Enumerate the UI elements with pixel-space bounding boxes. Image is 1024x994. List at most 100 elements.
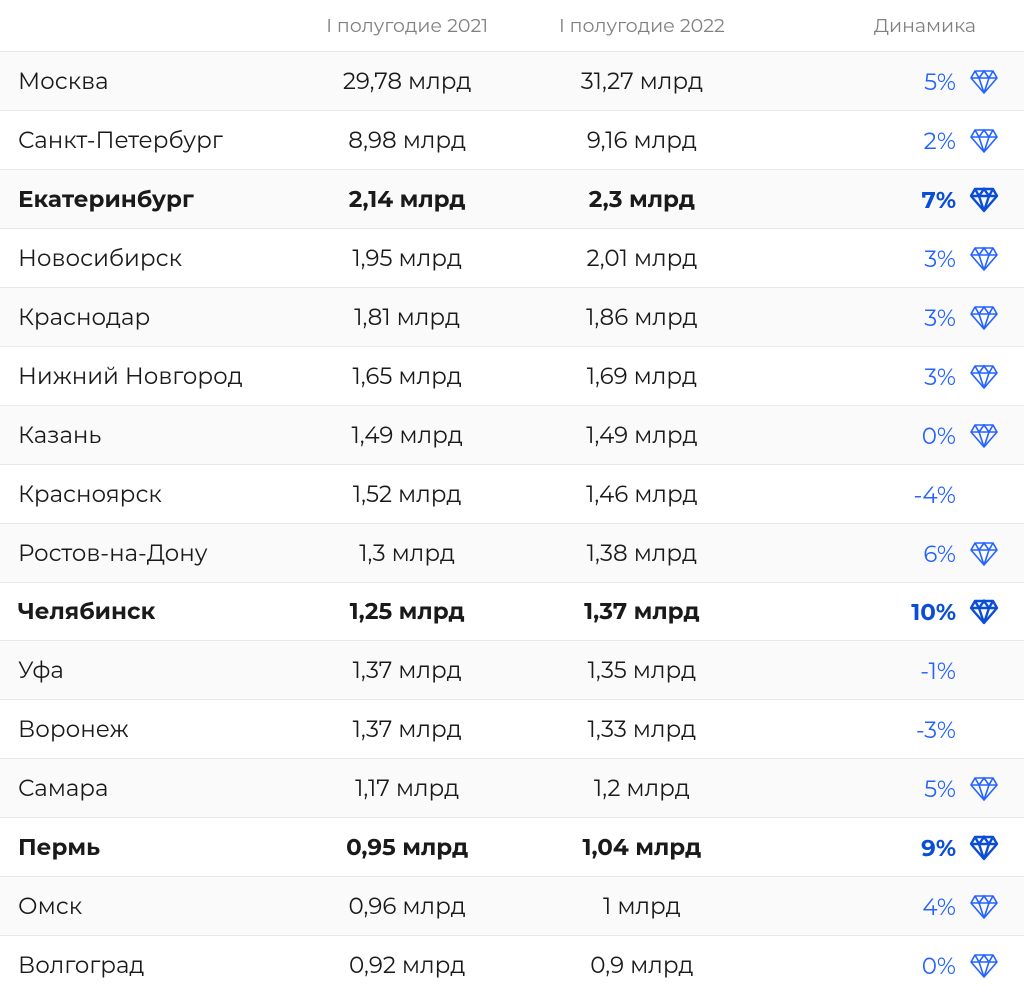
value-2022: 1,37 млрд [525, 582, 760, 641]
table-row: Екатеринбург2,14 млрд2,3 млрд7% [0, 169, 1024, 228]
diamond-icon [966, 540, 1002, 568]
table-row: Омск0,96 млрд1 млрд 4% [0, 877, 1024, 936]
diamond-icon [966, 304, 1002, 332]
dynamics-percent: 10% [894, 598, 956, 626]
value-2021: 1,95 млрд [290, 228, 525, 287]
dynamics-cell: 4% [759, 877, 1024, 936]
value-2021: 0,96 млрд [290, 877, 525, 936]
dynamics-percent: -3% [894, 716, 956, 744]
dynamics-percent: 5% [894, 775, 956, 803]
city-name: Омск [0, 877, 290, 936]
value-2022: 1,86 млрд [525, 287, 760, 346]
table-row: Москва29,78 млрд31,27 млрд5% [0, 52, 1024, 111]
city-name: Нижний Новгород [0, 346, 290, 405]
value-2022: 1,35 млрд [525, 641, 760, 700]
table-row: Красноярск1,52 млрд1,46 млрд-4% [0, 464, 1024, 523]
dynamics-cell: 5% [759, 52, 1024, 111]
table-row: Новосибирск1,95 млрд2,01 млрд 3% [0, 228, 1024, 287]
value-2021: 29,78 млрд [290, 52, 525, 111]
city-name: Екатеринбург [0, 169, 290, 228]
dynamics-percent: 3% [894, 245, 956, 273]
city-name: Самара [0, 759, 290, 818]
dynamics-cell: 6% [759, 523, 1024, 582]
col-header-2021: I полугодие 2021 [290, 0, 525, 52]
value-2021: 1,49 млрд [290, 405, 525, 464]
dynamics-percent: 4% [894, 893, 956, 921]
dynamics-cell: -1% [759, 641, 1024, 700]
city-name: Волгоград [0, 936, 290, 994]
value-2022: 1 млрд [525, 877, 760, 936]
city-name: Москва [0, 52, 290, 111]
value-2021: 0,92 млрд [290, 936, 525, 994]
col-header-2022: I полугодие 2022 [525, 0, 760, 52]
value-2022: 2,01 млрд [525, 228, 760, 287]
table-header-row: I полугодие 2021 I полугодие 2022 Динами… [0, 0, 1024, 52]
table-row: Краснодар1,81 млрд1,86 млрд3% [0, 287, 1024, 346]
dynamics-cell: 0% [759, 936, 1024, 994]
dynamics-percent: 6% [894, 540, 956, 568]
city-name: Санкт-Петербург [0, 110, 290, 169]
diamond-icon [966, 657, 1002, 685]
dynamics-cell: 7% [759, 169, 1024, 228]
table-row: Волгоград0,92 млрд0,9 млрд0% [0, 936, 1024, 994]
value-2021: 1,81 млрд [290, 287, 525, 346]
table-row: Нижний Новгород1,65 млрд1,69 млрд3% [0, 346, 1024, 405]
diamond-icon [966, 363, 1002, 391]
dynamics-cell: 9% [759, 818, 1024, 877]
diamond-icon [966, 245, 1002, 273]
dynamics-cell: 0% [759, 405, 1024, 464]
value-2021: 2,14 млрд [290, 169, 525, 228]
dynamics-cell: 3% [759, 346, 1024, 405]
dynamics-cell: -3% [759, 700, 1024, 759]
value-2022: 1,33 млрд [525, 700, 760, 759]
diamond-icon [966, 422, 1002, 450]
dynamics-percent: 7% [894, 186, 956, 214]
dynamics-percent: 3% [894, 363, 956, 391]
table-row: Воронеж1,37 млрд1,33 млрд -3% [0, 700, 1024, 759]
diamond-icon [966, 834, 1002, 862]
diamond-icon [966, 775, 1002, 803]
table-row: Казань1,49 млрд1,49 млрд0% [0, 405, 1024, 464]
dynamics-percent: 0% [894, 952, 956, 980]
diamond-icon [966, 952, 1002, 980]
diamond-icon [966, 893, 1002, 921]
city-name: Казань [0, 405, 290, 464]
table-row: Санкт-Петербург8,98 млрд9,16 млрд 2% [0, 110, 1024, 169]
city-name: Красноярск [0, 464, 290, 523]
col-header-city [0, 0, 290, 52]
value-2022: 1,2 млрд [525, 759, 760, 818]
table-row: Уфа1,37 млрд1,35 млрд-1% [0, 641, 1024, 700]
value-2022: 1,49 млрд [525, 405, 760, 464]
city-name: Краснодар [0, 287, 290, 346]
value-2021: 0,95 млрд [290, 818, 525, 877]
dynamics-percent: 2% [894, 127, 956, 155]
dynamics-cell: 2% [759, 110, 1024, 169]
value-2021: 1,37 млрд [290, 700, 525, 759]
dynamics-cell: 5% [759, 759, 1024, 818]
value-2021: 8,98 млрд [290, 110, 525, 169]
value-2022: 1,04 млрд [525, 818, 760, 877]
dynamics-percent: -1% [894, 657, 956, 685]
city-name: Новосибирск [0, 228, 290, 287]
dynamics-cell: 10% [759, 582, 1024, 641]
value-2021: 1,25 млрд [290, 582, 525, 641]
diamond-icon [966, 716, 1002, 744]
table-row: Пермь0,95 млрд1,04 млрд9% [0, 818, 1024, 877]
city-name: Челябинск [0, 582, 290, 641]
dynamics-percent: 9% [894, 834, 956, 862]
table-row: Самара1,17 млрд1,2 млрд 5% [0, 759, 1024, 818]
value-2022: 1,46 млрд [525, 464, 760, 523]
value-2021: 1,3 млрд [290, 523, 525, 582]
city-name: Воронеж [0, 700, 290, 759]
diamond-icon [966, 481, 1002, 509]
value-2022: 1,69 млрд [525, 346, 760, 405]
table-row: Челябинск1,25 млрд1,37 млрд 10% [0, 582, 1024, 641]
value-2022: 1,38 млрд [525, 523, 760, 582]
table-row: Ростов-на-Дону1,3 млрд1,38 млрд6% [0, 523, 1024, 582]
value-2022: 31,27 млрд [525, 52, 760, 111]
diamond-icon [966, 186, 1002, 214]
value-2022: 9,16 млрд [525, 110, 760, 169]
dynamics-cell: 3% [759, 228, 1024, 287]
diamond-icon [966, 127, 1002, 155]
value-2021: 1,17 млрд [290, 759, 525, 818]
